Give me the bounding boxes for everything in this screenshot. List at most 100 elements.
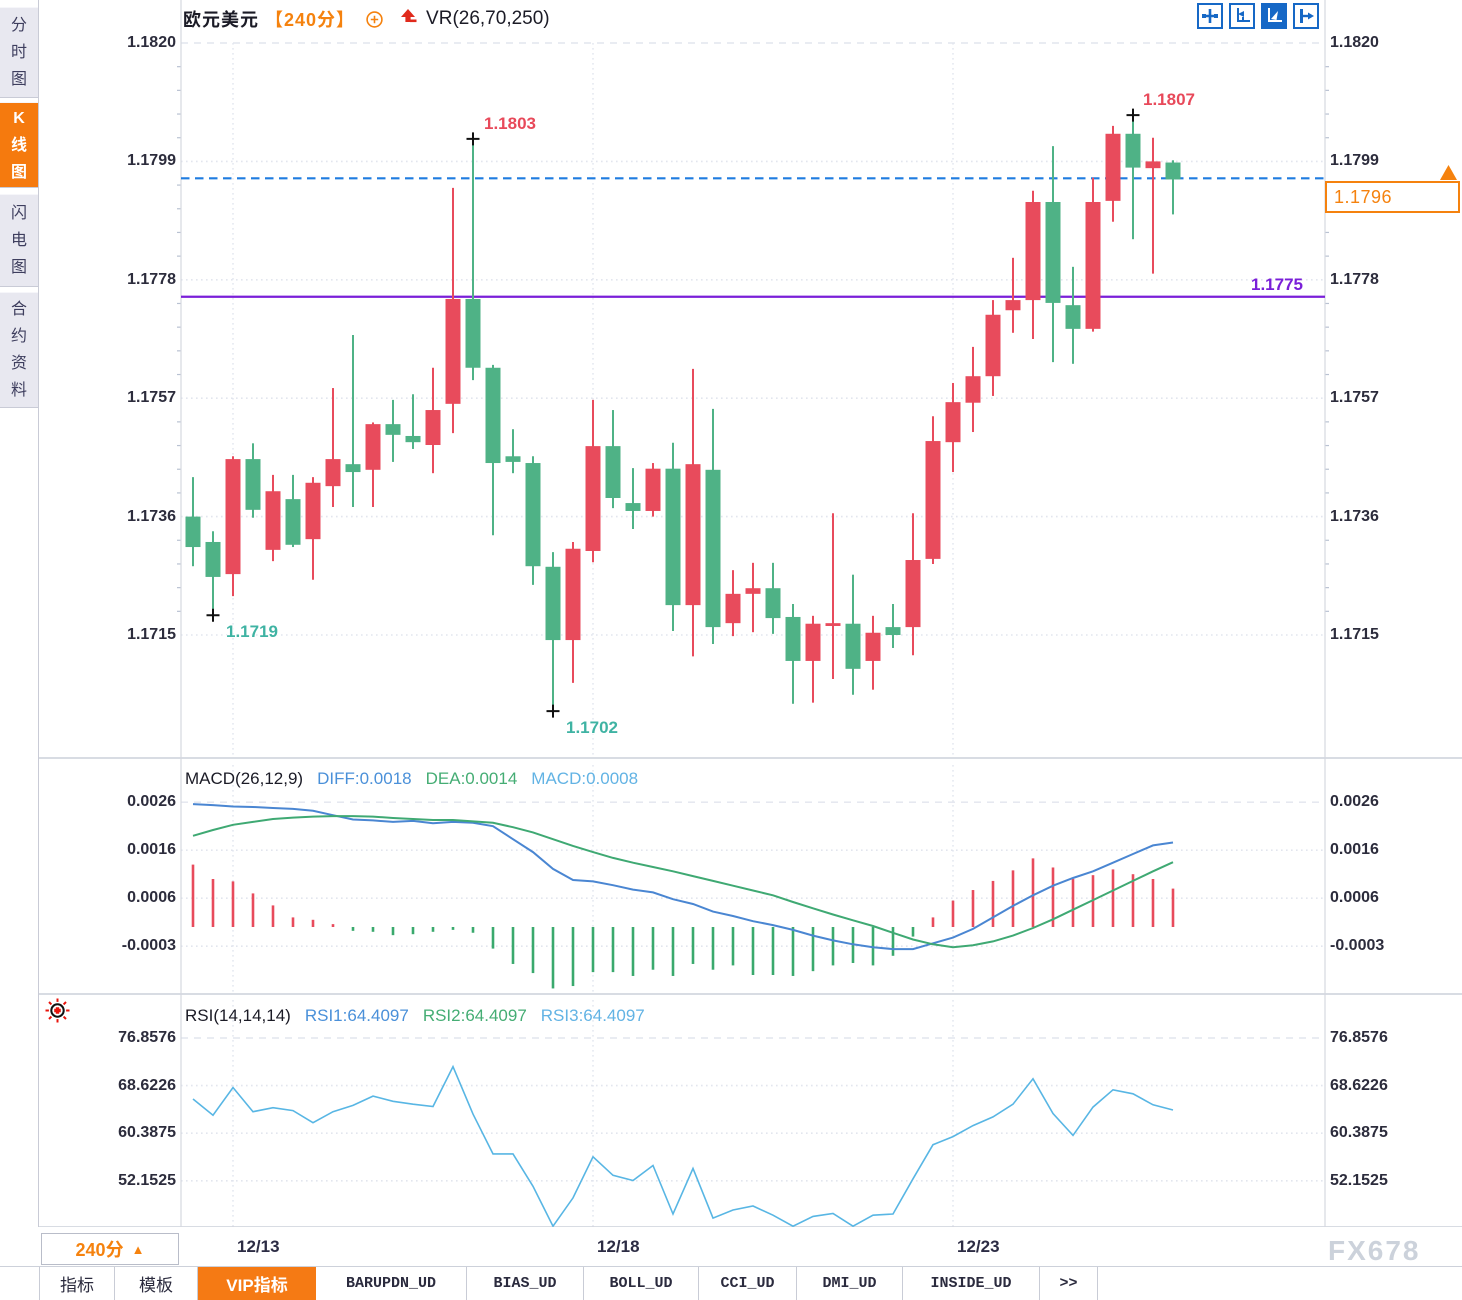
macd-header: MACD(26,12,9) DIFF:0.0018 DEA:0.0014 MAC… <box>185 769 638 789</box>
tab-templates[interactable]: 模板 <box>115 1267 198 1300</box>
rsi-axis-label: 52.1525 <box>118 1171 176 1189</box>
tab-label: VIP指标 <box>226 1276 288 1295</box>
candle <box>645 463 661 517</box>
macd-axis-label: 0.0026 <box>1330 793 1379 811</box>
macd-axis-label: -0.0003 <box>1330 937 1385 955</box>
candle <box>1065 266 1081 364</box>
rsi-axis-label: 68.6226 <box>1330 1076 1388 1094</box>
macd-diff-value: DIFF:0.0018 <box>317 769 412 788</box>
price-axis-label: 1.1715 <box>1330 626 1379 643</box>
candle <box>1165 160 1181 215</box>
tab-label: CCI_UD <box>720 1275 775 1292</box>
macd-diff-line <box>192 803 1174 951</box>
price-axis-label: 1.1799 <box>1330 152 1379 170</box>
candle <box>225 456 241 597</box>
sidebar-item-label: 合约资料 <box>10 301 27 399</box>
candle <box>905 513 921 656</box>
candle <box>1025 190 1041 340</box>
tab-inside-ud[interactable]: INSIDE_UD <box>903 1267 1040 1300</box>
tab-dmi-ud[interactable]: DMI_UD <box>797 1267 903 1300</box>
candle <box>725 570 741 637</box>
date-tick-label: 12/18 <box>597 1237 640 1256</box>
tab-label: DMI_UD <box>822 1275 877 1292</box>
axis-pan-right-icon[interactable] <box>1293 3 1319 29</box>
sidebar-item-label: 分时图 <box>10 17 27 88</box>
rsi-axis-label: 76.8576 <box>1330 1029 1388 1046</box>
macd-dea-line <box>192 815 1174 949</box>
price-axis-label: 1.1820 <box>127 34 176 51</box>
extreme-cross-marker <box>1126 108 1140 122</box>
crosshair-icon[interactable] <box>1197 3 1223 29</box>
tab-cci-ud[interactable]: CCI_UD <box>699 1267 797 1300</box>
candle <box>585 399 601 563</box>
rsi-header: RSI(14,14,14) RSI1:64.4097 RSI2:64.4097 … <box>185 1006 645 1026</box>
tab-label: BARUPDN_UD <box>345 1275 436 1292</box>
extreme-cross-marker <box>206 608 220 622</box>
candle <box>545 552 561 712</box>
period-selector-button[interactable]: 240分 ▲ <box>41 1233 179 1265</box>
price-axis-label: 1.1736 <box>1330 507 1379 525</box>
rsi2-value: RSI2:64.4097 <box>422 1006 527 1025</box>
circle-plus-icon[interactable] <box>365 10 384 29</box>
symbol-name: 欧元美元 <box>183 10 259 30</box>
macd-axis-label: 0.0006 <box>1330 889 1379 907</box>
tab-bias-ud[interactable]: BIAS_UD <box>467 1267 584 1300</box>
date-tick-label: 12/23 <box>957 1237 1000 1256</box>
candle <box>805 615 821 703</box>
candle <box>1105 125 1121 222</box>
axis-cursor-icon[interactable] <box>1261 3 1287 29</box>
macd-axis-label: 0.0016 <box>1330 841 1379 859</box>
candle <box>205 531 221 616</box>
buy-signal-arrow-icon <box>398 8 418 30</box>
candle <box>605 410 621 509</box>
sidebar-item-time-chart[interactable]: 分时图 <box>0 7 38 98</box>
rsi1-value: RSI1:64.4097 <box>304 1006 409 1025</box>
current-price-box: 1.1796 <box>1325 181 1460 213</box>
candle <box>1085 177 1101 332</box>
rsi-axis-label: 76.8576 <box>118 1029 176 1046</box>
sidebar-item-contract-info[interactable]: 合约资料 <box>0 292 38 408</box>
sidebar-item-lightning-chart[interactable]: 闪电图 <box>0 194 38 287</box>
indicator-settings-icon[interactable] <box>44 997 71 1029</box>
time-axis-row: 240分 ▲ 12/13 12/18 12/23 FX678 <box>0 1227 1462 1266</box>
sidebar-item-label: K线图 <box>10 109 27 181</box>
axis-pan-left-icon[interactable] <box>1229 3 1255 29</box>
candle <box>265 474 281 562</box>
chart-toolbar <box>1197 3 1319 29</box>
tab-label: 指标 <box>60 1276 94 1295</box>
candle <box>1005 257 1021 333</box>
sidebar-item-candlestick-chart[interactable]: K线图 <box>0 102 38 188</box>
candle <box>765 562 781 634</box>
candle <box>785 603 801 704</box>
candle <box>305 477 321 580</box>
candle <box>505 429 521 474</box>
left-sidebar: 分时图 K线图 闪电图 合约资料 <box>0 0 39 1300</box>
macd-name: MACD(26,12,9) <box>185 769 304 788</box>
candle <box>825 513 841 679</box>
price-axis-label: 1.1736 <box>127 507 176 525</box>
candle <box>1145 137 1161 274</box>
indicator-tabs-bar: 指标 模板 VIP指标 BARUPDN_UD BIAS_UD BOLL_UD C… <box>0 1266 1462 1300</box>
candle <box>525 456 541 585</box>
candle <box>1045 146 1061 363</box>
high-annotation: 1.1807 <box>1143 90 1195 109</box>
candle <box>445 187 461 434</box>
tab-more[interactable]: >> <box>1040 1267 1098 1300</box>
candle <box>565 541 581 683</box>
tab-indicators[interactable]: 指标 <box>39 1267 115 1300</box>
low-annotation: 1.1702 <box>566 718 618 737</box>
tab-barupdn-ud[interactable]: BARUPDN_UD <box>316 1267 467 1300</box>
rsi-name: RSI(14,14,14) <box>185 1006 291 1025</box>
candle <box>425 367 441 474</box>
candle <box>325 388 341 508</box>
rsi-axis-label: 52.1525 <box>1330 1171 1388 1189</box>
candle <box>985 300 1001 396</box>
tab-boll-ud[interactable]: BOLL_UD <box>584 1267 699 1300</box>
extreme-cross-marker <box>466 132 480 146</box>
candle <box>865 615 881 690</box>
rsi-line <box>192 1064 1174 1228</box>
vr-indicator-label: VR(26,70,250) <box>426 8 550 29</box>
tab-vip-indicators[interactable]: VIP指标 <box>198 1267 316 1300</box>
price-axis-label: 1.1820 <box>1330 34 1379 51</box>
